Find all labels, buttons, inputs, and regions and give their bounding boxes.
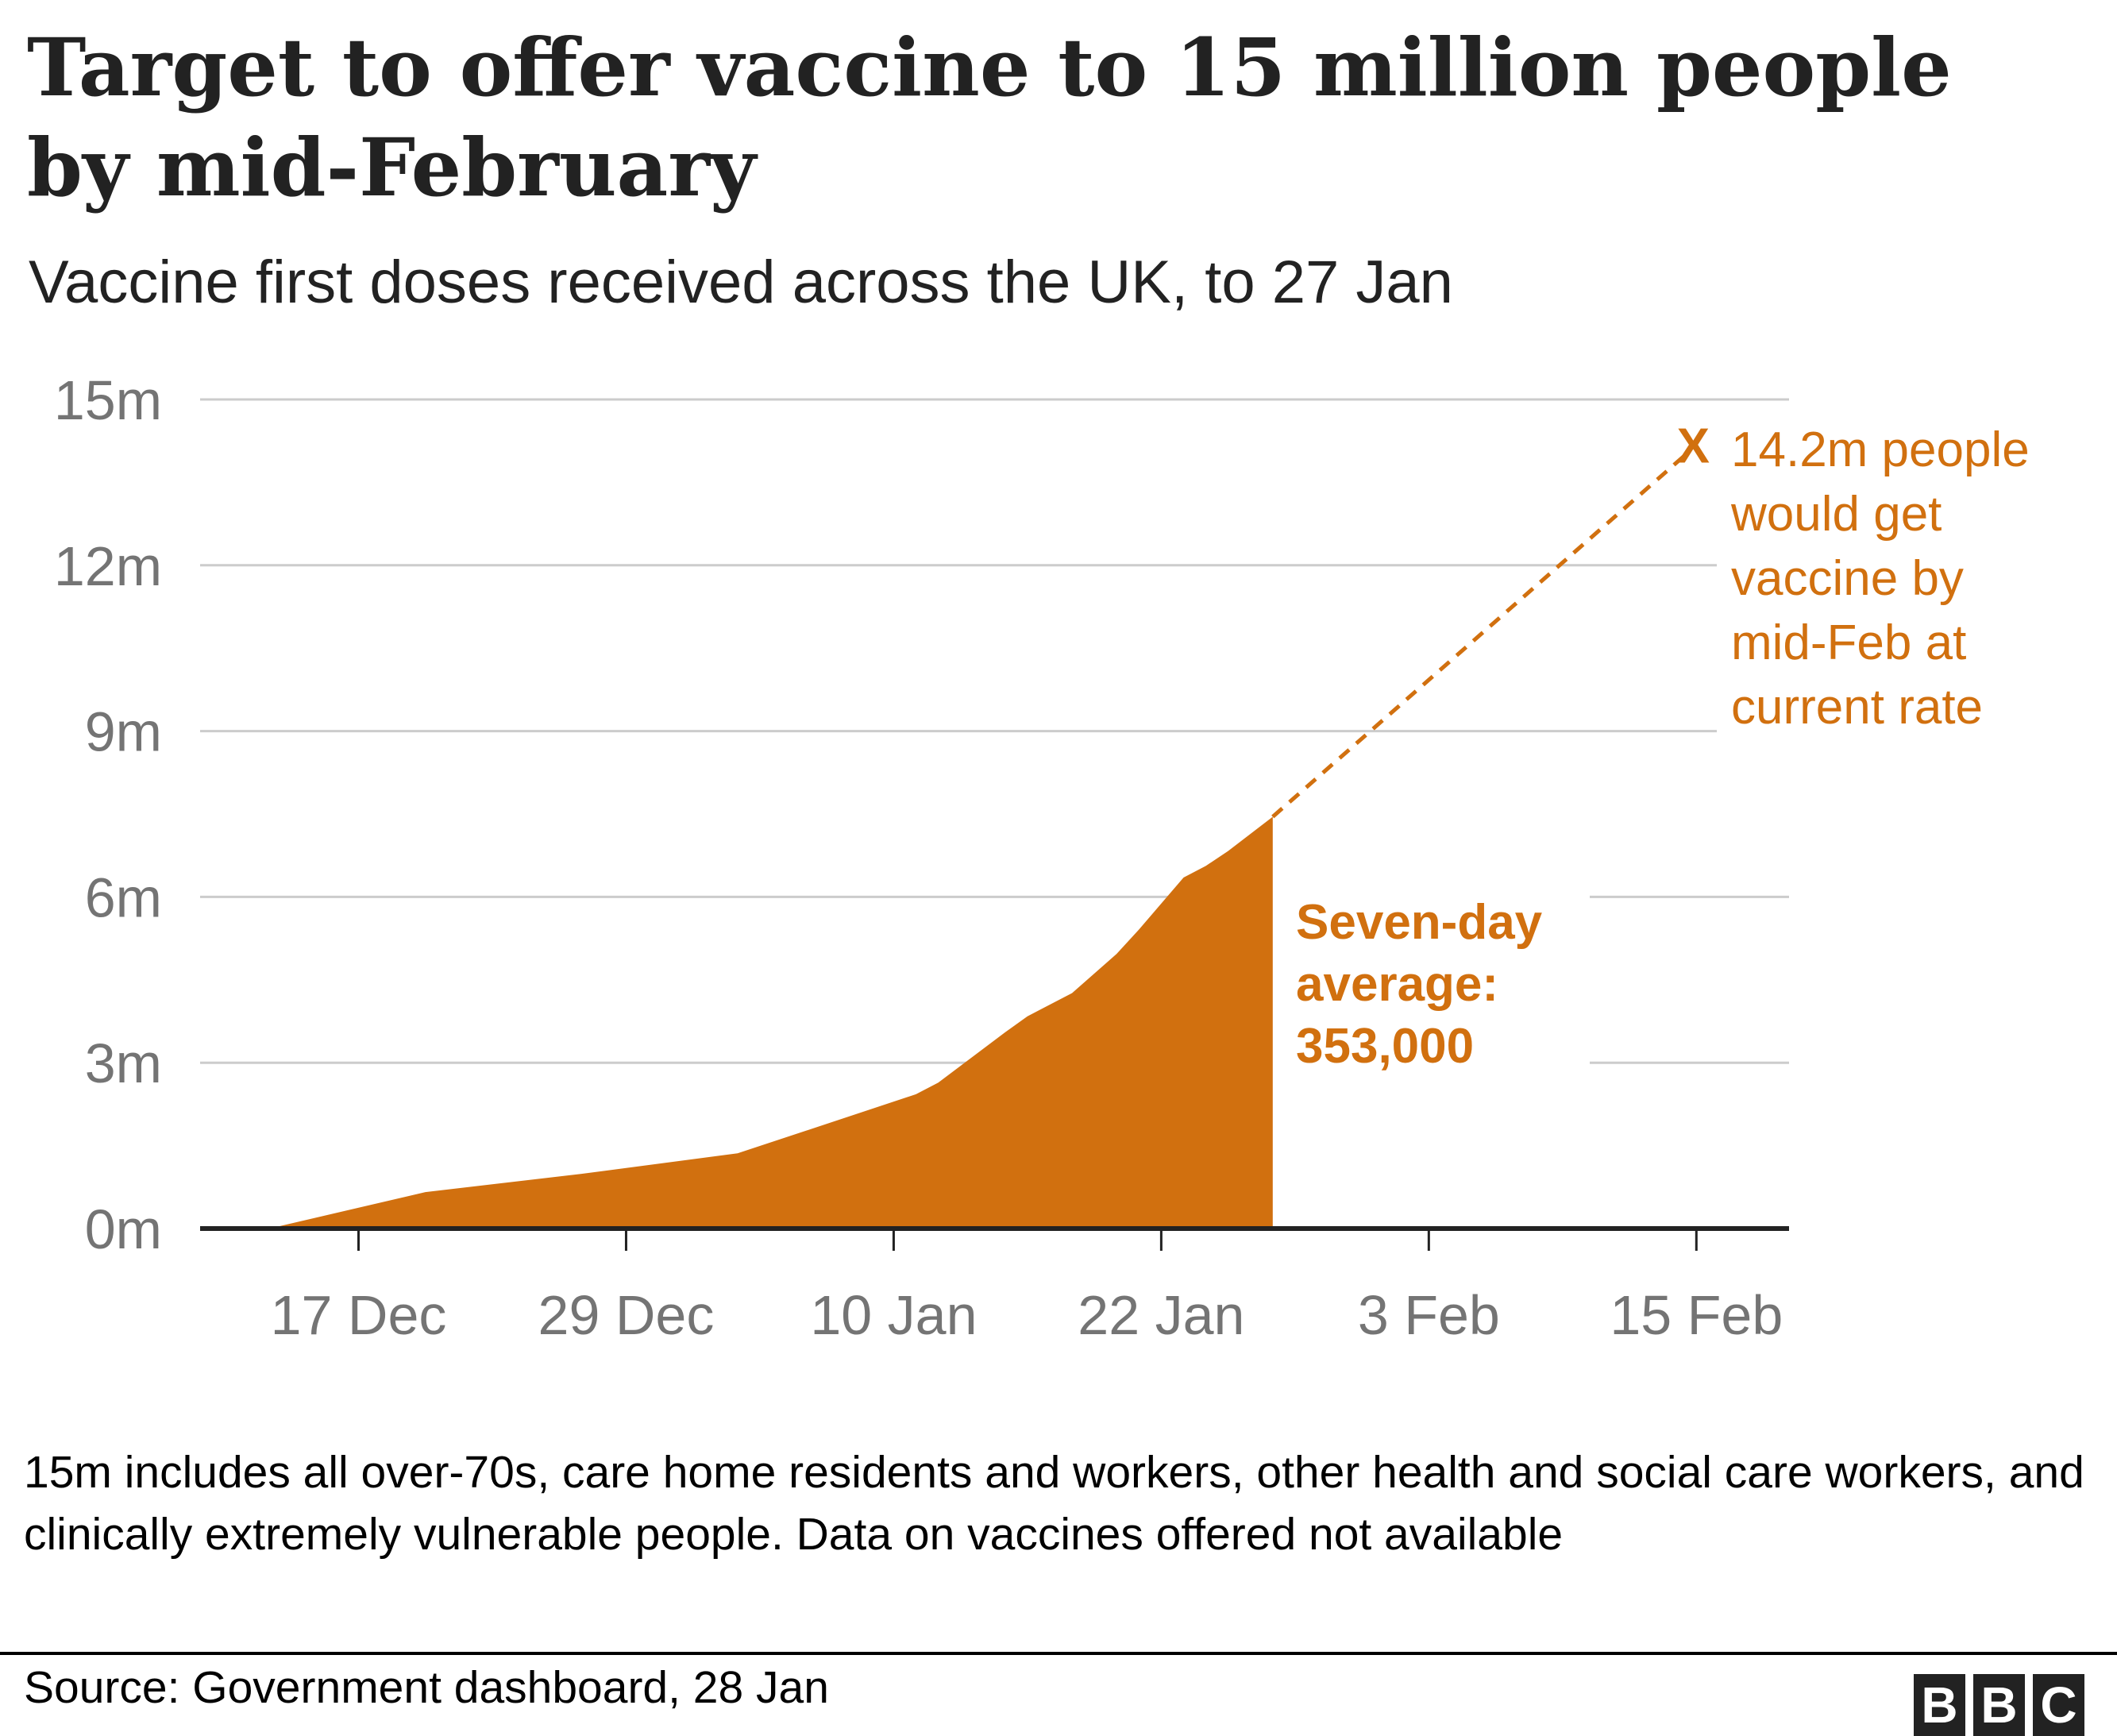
- projection-annotation: 14.2m people would get vaccine by mid-Feb a…: [1730, 422, 2030, 735]
- bbc-logo-letter: B: [1914, 1674, 1965, 1736]
- projection-dashed-line: [1271, 454, 1685, 819]
- x-tick-label: 29 Dec: [538, 1284, 715, 1346]
- bbc-logo: B B C: [1914, 1674, 2084, 1736]
- projection-annotation-line: mid-Feb at: [1731, 615, 1966, 670]
- projection-annotation-line: would get: [1730, 487, 1942, 542]
- y-axis-labels: 0m 3m 6m 9m 12m 15m: [54, 369, 162, 1260]
- doses-area: [269, 816, 1273, 1229]
- y-tick-label: 12m: [54, 535, 162, 597]
- title-line-2: by mid-February: [27, 121, 757, 214]
- title-line-1: Target to offer vaccine to 15 million pe…: [27, 21, 1952, 114]
- y-tick-label: 9m: [85, 701, 162, 763]
- average-annotation-line: Seven-day: [1296, 895, 1543, 950]
- chart-title: Target to offer vaccine to 15 million pe…: [27, 17, 2092, 218]
- projection-x-marker: X: [1677, 419, 1710, 474]
- x-tick-label: 17 Dec: [271, 1284, 447, 1346]
- average-annotation-line: 353,000: [1296, 1019, 1474, 1074]
- source-text: Source: Government dashboard, 28 Jan: [24, 1662, 829, 1713]
- projection-annotation-line: 14.2m people: [1731, 422, 2030, 477]
- x-tick-label: 10 Jan: [810, 1284, 977, 1346]
- x-tick-label: 15 Feb: [1610, 1284, 1783, 1346]
- x-axis-labels: 17 Dec 29 Dec 10 Jan 22 Jan 3 Feb 15 Feb: [271, 1284, 1783, 1346]
- y-tick-label: 0m: [85, 1198, 162, 1260]
- x-tick-label: 22 Jan: [1078, 1284, 1244, 1346]
- area-chart: 0m 3m 6m 9m 12m 15m 17 Dec 29 Dec 10 Jan 22 Jan 3…: [54, 369, 2030, 1346]
- footer-divider: [0, 1652, 2117, 1655]
- projection-annotation-line: current rate: [1731, 680, 1983, 735]
- y-tick-label: 15m: [54, 369, 162, 431]
- y-tick-label: 6m: [85, 866, 162, 928]
- bbc-logo-letter: B: [1973, 1674, 2025, 1736]
- footnote: 15m includes all over-70s, care home res…: [24, 1447, 2084, 1560]
- x-tick-label: 3 Feb: [1358, 1284, 1500, 1346]
- gridlines: [200, 398, 1789, 1064]
- average-annotation-line: average:: [1296, 957, 1498, 1012]
- x-axis-ticks: [357, 1229, 1698, 1251]
- projection-annotation-line: vaccine by: [1731, 551, 1964, 606]
- bbc-logo-letter: C: [2033, 1674, 2084, 1736]
- chart-subtitle: Vaccine first doses received across the …: [29, 249, 1453, 316]
- seven-day-average-annotation: Seven-day average: 353,000: [1296, 895, 1543, 1074]
- y-tick-label: 3m: [85, 1032, 162, 1094]
